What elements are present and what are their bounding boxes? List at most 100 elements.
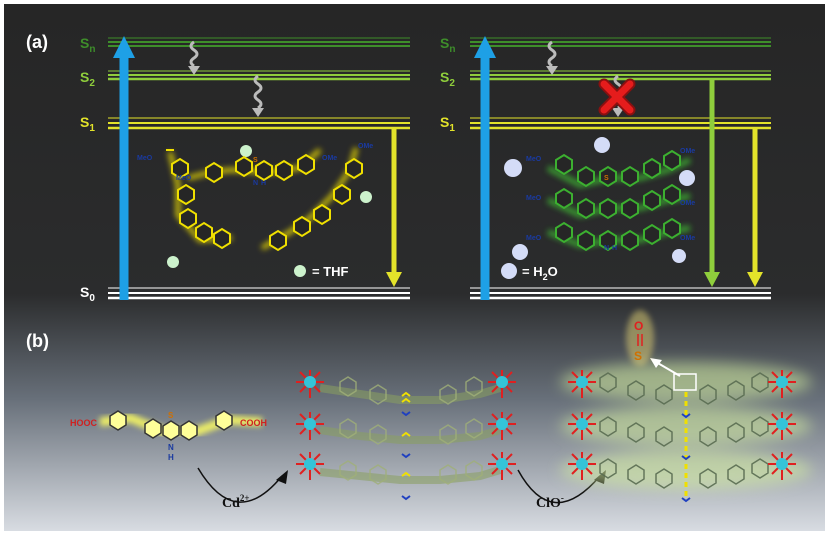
emission-arrowhead-right-yellow [747,272,763,287]
sulfoxide-zoom: O S [626,310,654,366]
monomer-cooh: COOH [240,418,267,428]
highlight-box [673,373,697,391]
thf-label-meo-1: MeO [137,155,153,162]
stack-label-meo-2: MeO [526,195,542,202]
thf-label-n: N [253,180,258,187]
stack-label-n: N [604,245,609,252]
h2o-dot [504,159,522,177]
s1-label-left: S1 [80,114,95,134]
stacked-molecule-3 [555,217,681,252]
wavy-arrow-left-sn [189,40,199,68]
sulfoxide-o: O [634,319,643,333]
s2-label-right: S2 [440,69,455,89]
cd-node [776,418,788,430]
energy-levels-left [108,37,410,300]
stack-label-meo-3: MeO [526,235,542,242]
cd-nodes-middle [296,370,516,480]
cd-node [496,376,508,388]
cd-nodes-right [568,370,796,480]
excitation-arrowhead-right [474,36,496,58]
thf-label-s: S [253,157,258,164]
level-labels-left: Sn S2 S1 S0 [80,35,95,304]
excitation-arrows [113,36,496,300]
wavy-arrowhead-right-s2 [612,108,624,117]
monomer-hooc: HOOC [70,418,98,428]
cd-node [496,458,508,470]
monomer-n: N [168,443,174,452]
cd-node [304,418,316,430]
h2o-dot [512,244,528,260]
thf-molecule-1 [166,149,231,250]
stack-label-ome-3: OMe [680,235,695,242]
wavy-arrowhead-left-s2 [252,108,264,117]
cd-node [776,458,788,470]
thf-label-h: H [261,180,266,187]
cd-node [496,418,508,430]
h2o-dot [594,137,610,153]
thf-dot [167,256,179,268]
thf-molecule-3 [269,157,363,252]
stacked-molecule-1 [555,149,681,188]
clo-ion-label: ClO- [536,493,564,511]
stack-label-ome-1: OMe [680,148,695,155]
h2o-dot [672,249,686,263]
sn-label-left: Sn [80,35,95,55]
monomer-structure: HOOC COOH S N H [70,410,267,462]
s1-label-right: S1 [440,114,455,134]
h2o-dot [679,170,695,186]
legend-h2o-dot [501,263,517,279]
h2o-dots [504,137,695,263]
panel-b: (b) HOOC COOH S N H Cd2+ [26,310,812,511]
stack-label-s: S [604,175,609,182]
stack-label-ome-2: OMe [680,200,695,207]
legend-thf: = THF [294,264,349,279]
relaxation-arrows [188,40,624,117]
zoom-arrowhead [650,358,662,368]
stack-label-h: H [612,245,617,252]
reaction-arrow-cd: Cd2+ [197,467,288,511]
cd-node [576,418,588,430]
legend-thf-text: = THF [312,264,349,279]
quench-cross-icon [598,78,636,116]
stack-label-meo-1: MeO [526,156,542,163]
thf-dot [360,191,372,203]
stacked-molecule-2 [555,183,681,220]
wavy-arrowhead-left-sn [188,66,200,75]
wavy-arrow-left-s2 [253,74,263,110]
excitation-arrowhead-left [113,36,135,58]
s2-label-left: S2 [80,69,95,89]
panel-b-label: (b) [26,331,49,351]
emission-arrowhead-left [386,272,402,287]
oxidized-mof-framework: O S [560,310,812,503]
sn-label-right: Sn [440,35,455,55]
thf-dot [240,145,252,157]
emission-arrows [386,79,763,287]
thf-dots [167,145,372,268]
energy-levels-right [470,37,771,300]
cd-node [776,376,788,388]
legend-h2o-text: = H2O [522,264,558,282]
cd-node [576,376,588,388]
legend-thf-dot [294,265,306,277]
thf-label-meo-2: MeO [176,175,192,182]
monomer-sulfur: S [168,411,174,420]
cd-mof-framework [296,370,516,501]
monomer-h: H [168,453,174,462]
h2o-aggregate: MeO OMe MeO OMe MeO OMe S N H [526,148,695,252]
emission-arrowhead-right-green [704,272,720,287]
thf-molecules: MeO OMe MeO OMe S N H [137,143,373,252]
thf-label-ome-1: OMe [322,155,337,162]
s0-label-left: S0 [80,284,95,304]
thf-label-ome-2: OMe [358,143,373,150]
thf-molecule-2 [205,153,315,184]
panel-a-label: (a) [26,32,48,52]
cd-node [304,458,316,470]
level-labels-right: Sn S2 S1 [440,35,455,134]
zoom-arrow [655,361,681,377]
sulfoxide-s: S [634,349,642,363]
cd-ion-label: Cd2+ [222,493,250,511]
cd-node [576,458,588,470]
wavy-arrow-right-sn [547,40,557,68]
legend-h2o: = H2O [501,263,558,282]
